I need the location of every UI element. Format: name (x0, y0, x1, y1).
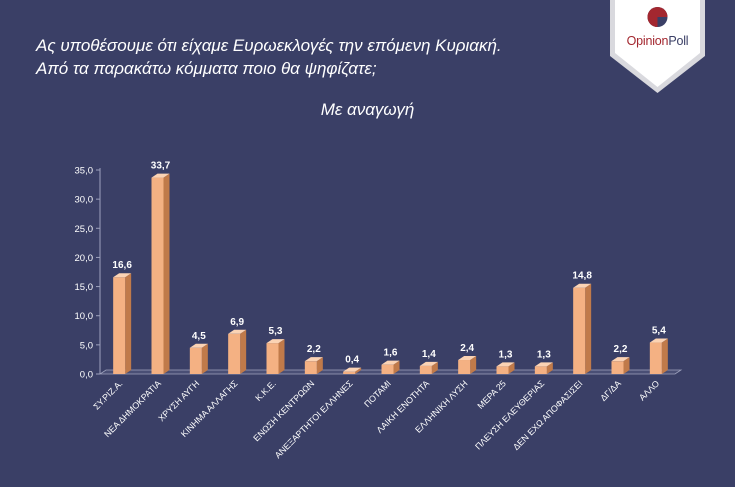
y-tick-label: 5,0 (80, 340, 93, 351)
bar-side (240, 329, 247, 374)
y-tick-label: 20,0 (75, 253, 94, 264)
bar (534, 366, 547, 374)
bar-top (573, 283, 592, 288)
bar-side (278, 339, 285, 374)
data-label: 2,2 (307, 344, 321, 355)
title-line-2: Από τα παρακάτω κόμματα ποιο θα ψηφίζατε… (36, 59, 377, 78)
bar-top (649, 338, 668, 343)
x-tick-label: ΑΝΕΞΑΡΤΗΤΟΙ ΕΛΛΗΝΕΣ (273, 378, 355, 460)
bar-top (228, 329, 247, 334)
x-tick-label: ΣΥ.ΡΙΖ.Α. (91, 378, 124, 411)
bar-top (458, 356, 477, 361)
bar-side (546, 362, 553, 374)
bar-top (381, 360, 400, 365)
x-tick-label: ΑΛΛΟ (637, 378, 661, 402)
bar (228, 333, 241, 374)
bar (189, 347, 202, 374)
x-tick-label: ΔΕΝ ΕΧΩ ΑΠΟΦΑΣΙΣΕΙ (511, 378, 585, 452)
data-label: 1,3 (499, 349, 513, 360)
data-label: 33,7 (151, 161, 171, 172)
data-label: 0,4 (345, 355, 359, 366)
x-tick-label: ΜΕΡΑ 25 (475, 378, 508, 411)
x-tick-label: Κ.Κ.Ε. (253, 378, 278, 403)
logo-circle-icon (647, 7, 668, 27)
bar (113, 277, 126, 374)
y-tick-label: 15,0 (75, 282, 94, 293)
chart-title: Ας υποθέσουμε ότι είχαμε Ευρωεκλογές την… (36, 34, 596, 80)
bar-top (496, 362, 515, 367)
data-label: 1,6 (384, 348, 398, 359)
data-label: 2,4 (460, 343, 474, 354)
bar (649, 342, 662, 374)
y-tick-label: 0,0 (80, 370, 93, 381)
bar-side (125, 273, 132, 374)
data-label: 1,3 (537, 349, 551, 360)
y-tick-label: 35,0 (75, 166, 94, 177)
opinionpoll-logo: OpinionPoll (610, 0, 705, 93)
bar (304, 361, 317, 374)
bar-side (470, 356, 477, 374)
logo-wordmark: OpinionPoll (610, 34, 705, 48)
logo-text-opinion: Opinion (626, 34, 669, 48)
bar-side (508, 362, 515, 374)
data-label: 4,5 (192, 331, 206, 342)
bar (343, 371, 356, 374)
data-label: 16,6 (112, 260, 132, 271)
bar-side (623, 357, 630, 374)
bar-side (316, 357, 323, 374)
bar-side (393, 360, 400, 374)
chart-subtitle: Με αναγωγή (320, 100, 415, 119)
bar-top (113, 273, 132, 278)
bar-top (304, 357, 323, 362)
bar (381, 364, 394, 374)
bar-side (431, 361, 438, 374)
bar-top (419, 361, 438, 366)
bar-side (201, 343, 208, 374)
data-label: 5,3 (269, 326, 283, 337)
bar (611, 361, 624, 374)
bar-top (151, 173, 170, 178)
bar-top (189, 343, 208, 348)
y-tick-label: 30,0 (75, 195, 94, 206)
data-label: 2,2 (614, 344, 628, 355)
bar (266, 343, 279, 374)
x-tick-label: ΠΟΤΑΜΙ (362, 378, 393, 409)
bar (573, 287, 586, 374)
data-label: 14,8 (572, 271, 592, 282)
logo-badge-shape (610, 0, 705, 93)
bar-top (534, 362, 553, 367)
bar (419, 365, 432, 374)
data-label: 5,4 (652, 326, 666, 337)
title-line-1: Ας υποθέσουμε ότι είχαμε Ευρωεκλογές την… (36, 36, 502, 55)
bar-side (585, 283, 592, 374)
bar (496, 366, 509, 374)
x-tick-label: ΔΓ/ΔΑ (598, 378, 623, 403)
bar-top (611, 357, 630, 362)
y-tick-label: 10,0 (75, 311, 94, 322)
logo-text-poll: Poll (668, 34, 689, 48)
bar (151, 177, 164, 374)
y-tick-label: 25,0 (75, 224, 94, 235)
bar-side (163, 173, 170, 374)
x-tick-label: ΠΛΕΥΣΗ ΕΛΕΥΘΕΡΙΑΣ (473, 378, 547, 452)
bar-side (355, 367, 362, 374)
bar-side (661, 338, 668, 374)
data-label: 1,4 (422, 349, 436, 360)
bar-top (266, 339, 285, 344)
bar-top (343, 367, 362, 372)
data-label: 6,9 (230, 317, 244, 328)
bar (458, 360, 471, 374)
